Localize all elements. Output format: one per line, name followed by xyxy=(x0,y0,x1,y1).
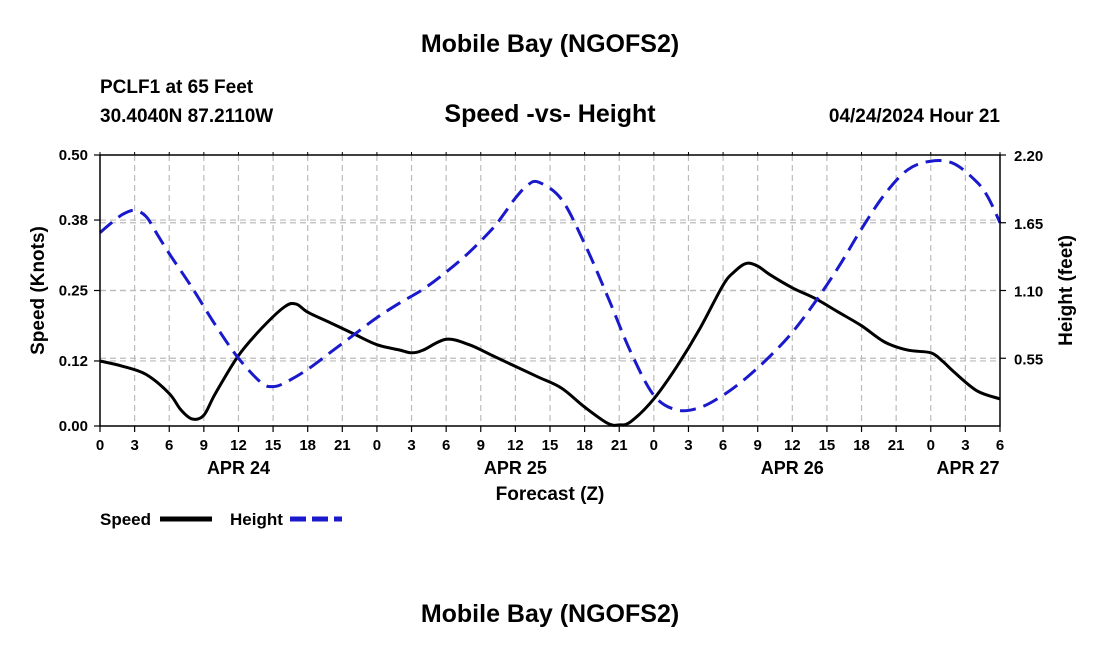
x-tick-label: 0 xyxy=(96,437,104,454)
y2-tick-label: 1.65 xyxy=(1014,216,1043,233)
x-axis-title: Forecast (Z) xyxy=(496,484,605,505)
grid-layer xyxy=(100,155,1000,426)
x-tick-label: 18 xyxy=(576,437,593,454)
x-tick-label: 0 xyxy=(650,437,658,454)
x-tick-label: 0 xyxy=(927,437,935,454)
legend-speed-label: Speed xyxy=(100,510,151,529)
y-tick-label: 0.38 xyxy=(59,212,88,229)
x-tick-label: 6 xyxy=(165,437,173,454)
coordinates-label: 30.4040N 87.2110W xyxy=(100,106,274,127)
forecast-datetime: 04/24/2024 Hour 21 xyxy=(828,106,1000,127)
y2-tick-label: 1.10 xyxy=(1014,284,1043,301)
x-tick-label: 18 xyxy=(299,437,316,454)
x-tick-label: 6 xyxy=(442,437,450,454)
date-label: APR 24 xyxy=(207,458,270,478)
date-label: APR 27 xyxy=(936,458,999,478)
x-tick-label: 6 xyxy=(719,437,727,454)
x-tick-label: 3 xyxy=(961,437,969,454)
legend-layer: Speed Height xyxy=(100,510,342,529)
legend-height-label: Height xyxy=(230,510,283,529)
y-tick-label: 0.25 xyxy=(59,283,88,300)
x-tick-label: 15 xyxy=(819,437,836,454)
main-title: Mobile Bay (NGOFS2) xyxy=(420,30,680,58)
x-tick-label: 3 xyxy=(684,437,692,454)
date-label: APR 25 xyxy=(484,458,547,478)
y-tick-label: 0.50 xyxy=(59,147,88,164)
x-tick-label: 12 xyxy=(507,437,524,454)
y2-tick-label: 2.20 xyxy=(1014,148,1043,165)
footer-title: Mobile Bay (NGOFS2) xyxy=(420,600,680,628)
x-tick-label: 21 xyxy=(888,437,905,454)
station-label: PCLF1 at 65 Feet xyxy=(100,77,254,98)
y-axis-title: Speed (Knots) xyxy=(28,226,49,355)
x-tick-label: 3 xyxy=(407,437,415,454)
x-tick-label: 9 xyxy=(754,437,762,454)
x-tick-label: 18 xyxy=(853,437,870,454)
x-tick-label: 15 xyxy=(542,437,559,454)
axis-layer xyxy=(94,152,1006,432)
speed-series-line xyxy=(99,261,1001,427)
y-tick-label: 0.00 xyxy=(59,418,88,435)
series-layer xyxy=(99,159,1002,427)
x-tick-label: 12 xyxy=(784,437,801,454)
x-tick-label: 6 xyxy=(996,437,1004,454)
x-tick-label: 9 xyxy=(477,437,485,454)
height-series-line xyxy=(99,159,1002,413)
label-layer: 0 3 6 9 12 15 18 21 0 3 6 9 12 15 18 21 0 3 6 9 12 15 18 21 0 3 6 0… xyxy=(28,147,1077,505)
chart-subtitle: Speed -vs- Height xyxy=(444,100,656,128)
x-tick-label: 21 xyxy=(611,437,628,454)
x-tick-label: 9 xyxy=(200,437,208,454)
x-tick-label: 0 xyxy=(373,437,381,454)
x-tick-label: 3 xyxy=(130,437,138,454)
date-label: APR 26 xyxy=(761,458,824,478)
y2-axis-title: Height (feet) xyxy=(1056,235,1077,346)
y2-tick-label: 0.55 xyxy=(1014,351,1043,368)
x-tick-label: 12 xyxy=(230,437,247,454)
y-tick-label: 0.12 xyxy=(59,353,88,370)
x-tick-label: 21 xyxy=(334,437,351,454)
x-tick-label: 15 xyxy=(265,437,282,454)
